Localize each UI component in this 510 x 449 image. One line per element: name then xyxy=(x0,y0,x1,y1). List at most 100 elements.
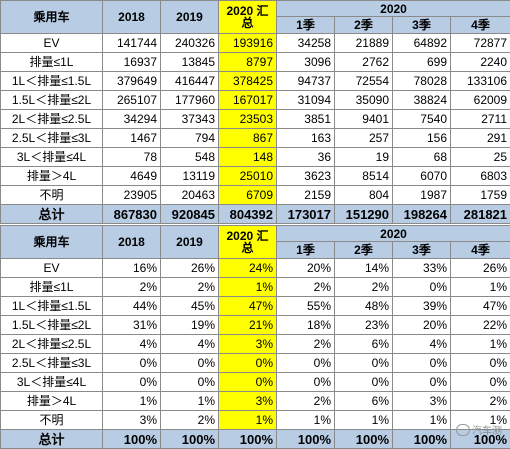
cell-2018: 78 xyxy=(103,148,161,167)
cell-2019: 177960 xyxy=(161,91,219,110)
cell-q1: 173017 xyxy=(277,205,335,224)
cell-q3: 33% xyxy=(393,259,451,278)
row-label: 2L＜排量≤2.5L xyxy=(1,335,103,354)
cell-2018: 23905 xyxy=(103,186,161,205)
cell-q3: 4% xyxy=(393,335,451,354)
cell-q4: 72877 xyxy=(451,34,510,53)
cell-2018: 4649 xyxy=(103,167,161,186)
header-2020: 2020 xyxy=(277,226,510,242)
cell-2020-total: 3% xyxy=(219,392,277,411)
cell-q4: 2% xyxy=(451,392,510,411)
cell-q1: 1% xyxy=(277,411,335,430)
cell-2018: 4% xyxy=(103,335,161,354)
cell-q1: 0% xyxy=(277,373,335,392)
cell-q2: 0% xyxy=(335,373,393,392)
row-label: 排量＞4L xyxy=(1,167,103,186)
cell-q2: 35090 xyxy=(335,91,393,110)
row-label: 1L＜排量≤1.5L xyxy=(1,72,103,91)
row-label: 不明 xyxy=(1,186,103,205)
header-q1: 1季 xyxy=(277,17,335,34)
cell-q2: 9401 xyxy=(335,110,393,129)
cell-2019: 0% xyxy=(161,354,219,373)
header-q4: 4季 xyxy=(451,242,510,259)
cell-2020-total: 6709 xyxy=(219,186,277,205)
row-label: 总计 xyxy=(1,430,103,449)
row-label: 排量≤1L xyxy=(1,278,103,297)
cell-2018: 2% xyxy=(103,278,161,297)
cell-q2: 0% xyxy=(335,354,393,373)
cell-2019: 240326 xyxy=(161,34,219,53)
cell-q1: 2% xyxy=(277,278,335,297)
header-q4: 4季 xyxy=(451,17,510,34)
cell-2019: 920845 xyxy=(161,205,219,224)
cell-2019: 1% xyxy=(161,392,219,411)
cell-q2: 23% xyxy=(335,316,393,335)
cell-q1: 2159 xyxy=(277,186,335,205)
row-label: 1.5L＜排量≤2L xyxy=(1,91,103,110)
cell-2018: 1467 xyxy=(103,129,161,148)
row-label: 排量≤1L xyxy=(1,53,103,72)
cell-q2: 100% xyxy=(335,430,393,449)
cell-q3: 0% xyxy=(393,278,451,297)
cell-q4: 2711 xyxy=(451,110,510,129)
cell-2020-total: 23503 xyxy=(219,110,277,129)
cell-q3: 20% xyxy=(393,316,451,335)
cell-2020-total: 3% xyxy=(219,335,277,354)
cell-2018: 100% xyxy=(103,430,161,449)
cell-2020-total: 25010 xyxy=(219,167,277,186)
cell-q3: 699 xyxy=(393,53,451,72)
cell-q4: 291 xyxy=(451,129,510,148)
cell-2018: 16937 xyxy=(103,53,161,72)
cell-q1: 3851 xyxy=(277,110,335,129)
cell-q4: 0% xyxy=(451,373,510,392)
row-label: 排量＞4L xyxy=(1,392,103,411)
cell-2019: 20463 xyxy=(161,186,219,205)
header-corner: 乘用车 xyxy=(1,226,103,259)
cell-q3: 6070 xyxy=(393,167,451,186)
cell-q3: 3% xyxy=(393,392,451,411)
row-label: EV xyxy=(1,259,103,278)
cell-2019: 2% xyxy=(161,411,219,430)
cell-q3: 39% xyxy=(393,297,451,316)
cell-2018: 44% xyxy=(103,297,161,316)
cell-2018: 141744 xyxy=(103,34,161,53)
cell-q2: 72554 xyxy=(335,72,393,91)
cell-q4: 25 xyxy=(451,148,510,167)
cell-2019: 13845 xyxy=(161,53,219,72)
cell-2020-total: 193916 xyxy=(219,34,277,53)
cell-q1: 20% xyxy=(277,259,335,278)
header-q1: 1季 xyxy=(277,242,335,259)
cell-q2: 19 xyxy=(335,148,393,167)
cell-q3: 78028 xyxy=(393,72,451,91)
cell-q3: 1987 xyxy=(393,186,451,205)
cell-q3: 68 xyxy=(393,148,451,167)
cell-2020-total: 867 xyxy=(219,129,277,148)
cell-2020-total: 0% xyxy=(219,354,277,373)
row-label: 1L＜排量≤1.5L xyxy=(1,297,103,316)
cell-2018: 0% xyxy=(103,373,161,392)
cell-q2: 6% xyxy=(335,335,393,354)
cell-q4: 281821 xyxy=(451,205,510,224)
cell-q1: 34258 xyxy=(277,34,335,53)
header-2020: 2020 xyxy=(277,1,510,17)
watermark: 汽车测 xyxy=(456,422,502,437)
cell-2018: 265107 xyxy=(103,91,161,110)
cell-2020-total: 1% xyxy=(219,278,277,297)
cell-q4: 133106 xyxy=(451,72,510,91)
cell-2020-total: 167017 xyxy=(219,91,277,110)
cell-q4: 1% xyxy=(451,278,510,297)
cell-q4: 1% xyxy=(451,335,510,354)
cell-2020-total: 148 xyxy=(219,148,277,167)
cell-q1: 31094 xyxy=(277,91,335,110)
